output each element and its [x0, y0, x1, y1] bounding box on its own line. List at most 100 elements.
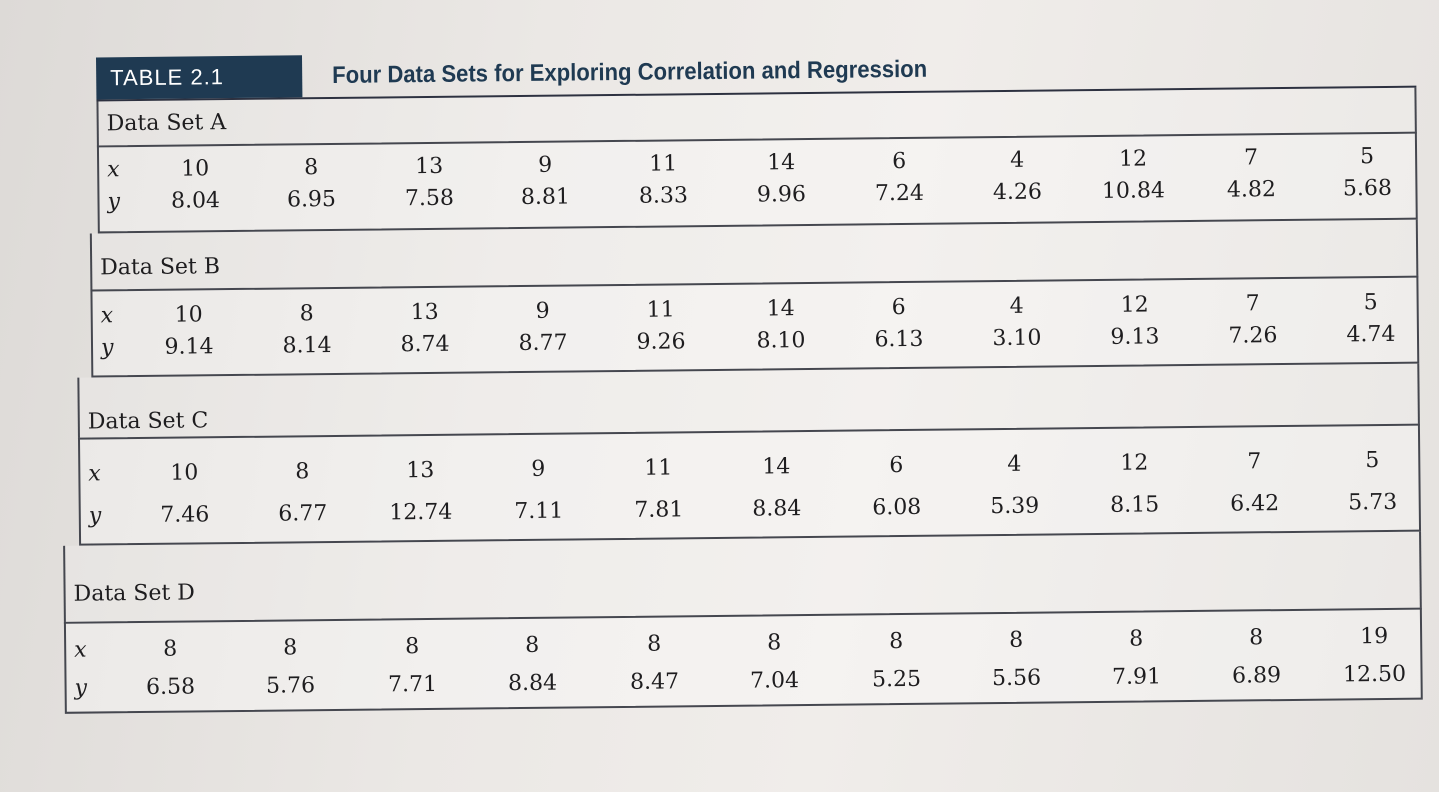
y-value: 9.26: [636, 329, 686, 355]
x-label: x: [100, 303, 114, 329]
x-value: 9: [535, 298, 550, 324]
y-value: 8.04: [170, 188, 221, 214]
x-value: 8: [647, 631, 662, 657]
x-value: 19: [1360, 623, 1389, 650]
y-value: 8.84: [752, 496, 802, 522]
x-value: 12: [1118, 146, 1148, 172]
x-value: 10: [170, 460, 199, 486]
y-value: 8.74: [400, 331, 450, 358]
y-value: 5.39: [990, 493, 1040, 520]
y-value: 5.25: [871, 666, 922, 693]
y-value: 8.14: [282, 333, 332, 359]
y-label: y: [88, 503, 102, 529]
x-value: 10: [174, 302, 203, 328]
y-value: 6.95: [286, 186, 337, 213]
x-value: 12: [1120, 292, 1149, 318]
y-value: 10.84: [1101, 178, 1166, 204]
y-value: 6.08: [872, 494, 922, 521]
x-value: 6: [892, 148, 907, 175]
x-value: 7: [1245, 291, 1260, 317]
x-value: 7: [1247, 449, 1262, 475]
x-value: 9: [531, 456, 546, 482]
y-value: 6.89: [1231, 663, 1282, 689]
x-value: 6: [891, 294, 906, 321]
y-value: 7.24: [874, 180, 925, 207]
y-value: 7.04: [749, 668, 800, 694]
x-value: 7: [1243, 145, 1259, 171]
x-value: 8: [299, 301, 314, 327]
x-value: 8: [889, 629, 904, 655]
x-value: 6: [889, 453, 904, 479]
y-value: 8.47: [629, 669, 680, 695]
x-value: 13: [406, 457, 435, 484]
x-value: 14: [762, 454, 791, 480]
y-value: 5.73: [1348, 489, 1398, 516]
x-value: 4: [1009, 147, 1025, 173]
y-label: y: [100, 335, 114, 361]
x-value: 14: [766, 296, 795, 322]
y-value: 7.81: [634, 497, 684, 523]
y-label: y: [107, 189, 121, 215]
y-value: 7.58: [404, 185, 455, 212]
x-value: 8: [525, 632, 540, 658]
x-value: 9: [538, 152, 553, 178]
x-value: 8: [283, 635, 298, 661]
y-value: 8.10: [756, 328, 806, 354]
dataset-c-rows: x 10 8 13 9 11 14 6 4 12 7 5 y 7.46 6.77…: [77, 423, 1422, 546]
y-value: 4.26: [992, 179, 1043, 206]
x-label: x: [74, 637, 87, 663]
dataset-b-rows: x 10 8 13 9 11 14 6 4 12 7 5 y 9.14 8.14…: [90, 275, 1420, 378]
y-value: 6.13: [874, 326, 924, 353]
y-value: 6.42: [1230, 491, 1280, 517]
y-value: 5.76: [265, 673, 316, 699]
y-value: 8.77: [518, 330, 568, 357]
data-table: TABLE 2.1 Four Data Sets for Exploring C…: [44, 43, 1423, 714]
dataset-d-rows: x 8 8 8 8 8 8 8 8 8 8 19 y 6.58 5.76 7.7…: [63, 607, 1423, 714]
x-value: 5: [1365, 448, 1380, 474]
y-value: 9.13: [1110, 324, 1160, 350]
y-value: 5.68: [1342, 175, 1393, 202]
x-value: 11: [649, 151, 678, 177]
y-value: 8.84: [507, 670, 558, 697]
x-value: 13: [415, 153, 444, 180]
dataset-c-x-row: x 10 8 13 9 11 14 6 4 12 7 5: [80, 448, 1418, 492]
x-value: 12: [1120, 450, 1149, 476]
x-label: x: [107, 157, 120, 183]
x-value: 5: [1359, 144, 1375, 170]
y-value: 7.71: [387, 671, 438, 698]
y-value: 8.81: [520, 184, 571, 211]
dataset-b-title: Data Set B: [100, 254, 221, 281]
y-value: 9.14: [164, 334, 214, 360]
x-value: 8: [405, 634, 420, 660]
x-label: x: [88, 461, 101, 487]
y-value: 7.46: [160, 502, 210, 528]
y-value: 7.11: [514, 498, 564, 525]
y-value: 3.10: [992, 325, 1042, 352]
y-value: 7.91: [1111, 664, 1162, 690]
x-value: 5: [1363, 290, 1378, 316]
y-value: 4.82: [1226, 177, 1277, 203]
x-value: 11: [646, 297, 675, 323]
dataset-a-title: Data Set A: [106, 110, 227, 137]
x-value: 13: [410, 299, 439, 326]
x-value: 4: [1009, 293, 1024, 319]
dataset-d-title: Data Set D: [73, 580, 196, 607]
table-title: Four Data Sets for Exploring Correlation…: [332, 55, 928, 89]
y-value: 8.33: [638, 183, 689, 209]
x-value: 8: [1009, 627, 1024, 653]
x-value: 8: [304, 155, 319, 181]
dataset-a-rows: x 10 8 13 9 11 14 6 4 12 7 5 y 8.04 6.95…: [96, 131, 1418, 234]
y-value: 12.74: [389, 499, 453, 526]
dataset-c-title: Data Set C: [87, 408, 209, 435]
x-value: 10: [181, 156, 210, 182]
y-value: 4.74: [1346, 321, 1396, 348]
dataset-d-y-row: y 6.58 5.76 7.71 8.84 8.47 7.04 5.25 5.5…: [66, 662, 1420, 706]
x-value: 8: [767, 630, 782, 656]
x-value: 8: [163, 636, 178, 662]
dataset-d-x-row: x 8 8 8 8 8 8 8 8 8 8 19: [66, 624, 1420, 668]
y-value: 12.50: [1342, 661, 1407, 688]
y-value: 8.15: [1110, 492, 1160, 518]
y-label: y: [74, 675, 88, 701]
x-value: 11: [644, 455, 673, 481]
y-value: 6.77: [278, 501, 328, 527]
